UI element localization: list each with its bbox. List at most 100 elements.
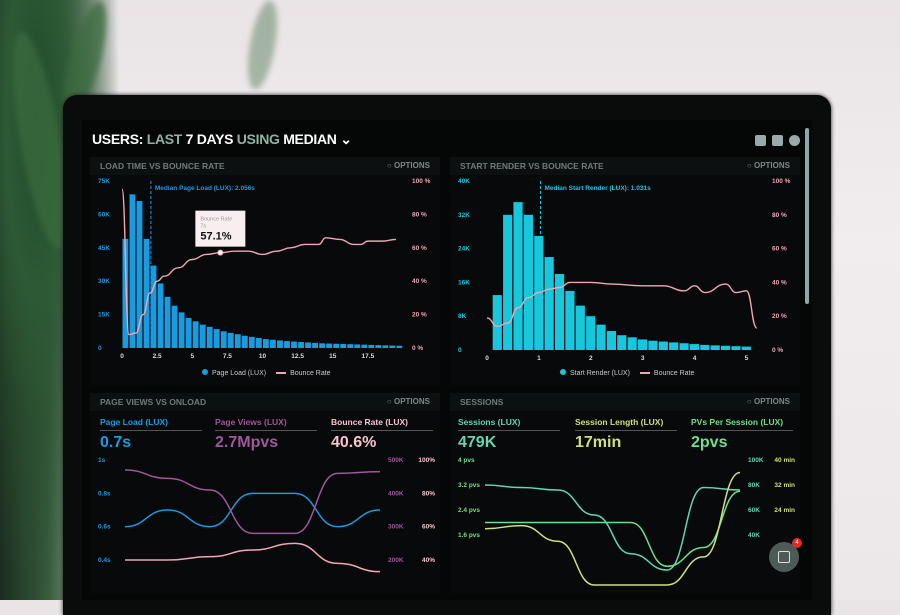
kpi-page-load: Page Load (LUX) 0.7s bbox=[100, 417, 202, 452]
legend-page-load[interactable]: Page Load (LUX) bbox=[202, 369, 266, 377]
y2-tick-label: 0 % bbox=[412, 345, 423, 352]
y2-tick-label: 20 % bbox=[772, 313, 787, 320]
bounce-rate-line bbox=[486, 281, 758, 329]
chat-button[interactable]: 4 bbox=[769, 538, 802, 572]
y-tick-label: 2.4 pvs bbox=[458, 507, 480, 514]
options-button[interactable]: ○ OPTIONS bbox=[746, 161, 790, 170]
y-tick-label: 0.8s bbox=[98, 490, 111, 497]
series-line bbox=[484, 471, 741, 586]
histogram-bar bbox=[178, 312, 185, 348]
x-tick-label: 4 bbox=[693, 355, 697, 362]
histogram-bar bbox=[298, 341, 304, 348]
x-tick-label: 17.5 bbox=[362, 353, 375, 360]
histogram-bar bbox=[596, 324, 606, 350]
y2-tick-label: 100K bbox=[748, 457, 764, 464]
histogram-bar bbox=[333, 343, 340, 348]
y2-tick-label: 80 % bbox=[412, 211, 427, 218]
options-button[interactable]: ○ OPTIONS bbox=[386, 161, 430, 170]
kpi-session-length: Session Length (LUX) 17min bbox=[575, 417, 677, 452]
tooltip-box bbox=[195, 210, 246, 247]
median-annotation: Median Start Render (LUX): 1.031s bbox=[544, 185, 651, 192]
options-button[interactable]: ○ OPTIONS bbox=[386, 397, 430, 406]
kpi-label: Page Load (LUX) bbox=[100, 417, 202, 431]
histogram-bar bbox=[396, 345, 403, 348]
title-days: 7 DAYS bbox=[185, 131, 234, 147]
histogram-bar bbox=[689, 344, 700, 350]
kpi-value: 0.7s bbox=[100, 434, 132, 451]
panel-title: START RENDER VS BOUNCE RATE bbox=[460, 161, 604, 171]
histogram-bar bbox=[234, 334, 241, 348]
kpi-label: Page Views (LUX) bbox=[215, 417, 317, 431]
y-tick-label: 0.4s bbox=[98, 557, 111, 564]
panel-load-time: LOAD TIME VS BOUNCE RATE ○ OPTIONS Page … bbox=[90, 157, 440, 385]
histogram-bar bbox=[150, 265, 157, 348]
chevron-down-icon[interactable]: ⌄ bbox=[340, 131, 352, 147]
histogram-bar bbox=[164, 296, 171, 348]
legend-label: Bounce Rate bbox=[653, 369, 695, 377]
y-tick-label: 16K bbox=[458, 279, 470, 286]
y2-tick-label: 40K bbox=[748, 532, 760, 539]
x-tick-label: 1 bbox=[537, 355, 541, 362]
chart-svg: 0.4s 0.6s 0.8s 1s 200K 300K 400K 500K 40% 60% 80% 1… bbox=[98, 457, 435, 573]
monitor-icon[interactable] bbox=[755, 135, 766, 146]
panel-page-views: PAGE VIEWS VS ONLOAD ○ OPTIONS Page Load… bbox=[90, 393, 440, 593]
x-tick-label: 3 bbox=[641, 355, 645, 362]
chart-icon[interactable] bbox=[772, 135, 783, 146]
chart-svg: 1.6 pvs 2.4 pvs 3.2 pvs 4 pvs 40K 60K 80K 100K 2… bbox=[458, 457, 795, 586]
y3-tick-label: 40% bbox=[422, 557, 435, 564]
y-tick-label: 3.2 pvs bbox=[458, 482, 480, 489]
histogram-bar bbox=[679, 343, 689, 350]
series-line bbox=[124, 469, 381, 535]
y3-tick-label: 80% bbox=[422, 490, 435, 497]
y-tick-label: 32K bbox=[458, 212, 470, 219]
y2-tick-label: 200K bbox=[388, 557, 404, 564]
histogram-bar bbox=[361, 344, 368, 348]
options-button[interactable]: ○ OPTIONS bbox=[746, 397, 790, 406]
y-tick-label: 24K bbox=[458, 246, 470, 253]
series-line bbox=[124, 492, 381, 528]
histogram-bar bbox=[368, 344, 375, 348]
histogram-bar bbox=[523, 214, 533, 350]
kpi-bounce-rate: Bounce Rate (LUX) 40.6% bbox=[331, 417, 433, 452]
histogram-bar bbox=[326, 343, 333, 348]
y2-tick-label: 80 % bbox=[772, 212, 787, 219]
y-tick-label: 75K bbox=[98, 178, 110, 185]
title-median: MEDIAN bbox=[283, 131, 337, 147]
tooltip-title: Bounce Rate bbox=[200, 217, 232, 223]
histogram-bar bbox=[122, 238, 129, 348]
options-label: OPTIONS bbox=[753, 397, 790, 406]
histogram-bar bbox=[503, 214, 513, 350]
histogram-bar bbox=[241, 335, 248, 348]
x-tick-label: 0 bbox=[120, 353, 124, 360]
y-tick-label: 45K bbox=[98, 245, 110, 252]
series-line bbox=[125, 542, 381, 573]
y-tick-label: 1s bbox=[98, 457, 106, 464]
tooltip-value: 57.1% bbox=[200, 231, 231, 243]
series-line bbox=[485, 490, 741, 568]
legend-bounce-rate[interactable]: Bounce Rate bbox=[276, 370, 331, 377]
legend-start-render[interactable]: Start Render (LUX) bbox=[560, 369, 630, 377]
title-users: USERS: bbox=[92, 131, 144, 147]
help-icon[interactable] bbox=[789, 135, 800, 146]
y-tick-label: 4 pvs bbox=[458, 457, 475, 464]
y2-tick-label: 0 % bbox=[772, 347, 783, 354]
histogram-bar bbox=[720, 345, 731, 350]
y3-tick-label: 40 min bbox=[774, 457, 795, 464]
scrollbar[interactable] bbox=[805, 128, 809, 304]
y3-tick-label: 24 min bbox=[774, 507, 795, 514]
chat-icon bbox=[778, 551, 790, 563]
dashboard-title[interactable]: USERS: LAST 7 DAYS USING MEDIAN ⌄ bbox=[92, 131, 352, 148]
histogram-bar bbox=[248, 336, 255, 348]
y-tick-label: 30K bbox=[98, 278, 110, 285]
x-tick-label: 15 bbox=[329, 353, 337, 360]
histogram-bar bbox=[700, 344, 710, 350]
histogram-bar bbox=[513, 202, 523, 350]
y2-tick-label: 400K bbox=[388, 490, 404, 497]
histogram-bar bbox=[227, 332, 234, 348]
histogram-bar bbox=[213, 329, 220, 348]
legend-label: Start Render (LUX) bbox=[570, 370, 630, 377]
histogram-bar bbox=[263, 339, 269, 348]
legend-bounce-rate[interactable]: Bounce Rate bbox=[639, 369, 695, 377]
x-tick-label: 2 bbox=[589, 355, 593, 362]
kpi-value: 2pvs bbox=[691, 434, 728, 451]
